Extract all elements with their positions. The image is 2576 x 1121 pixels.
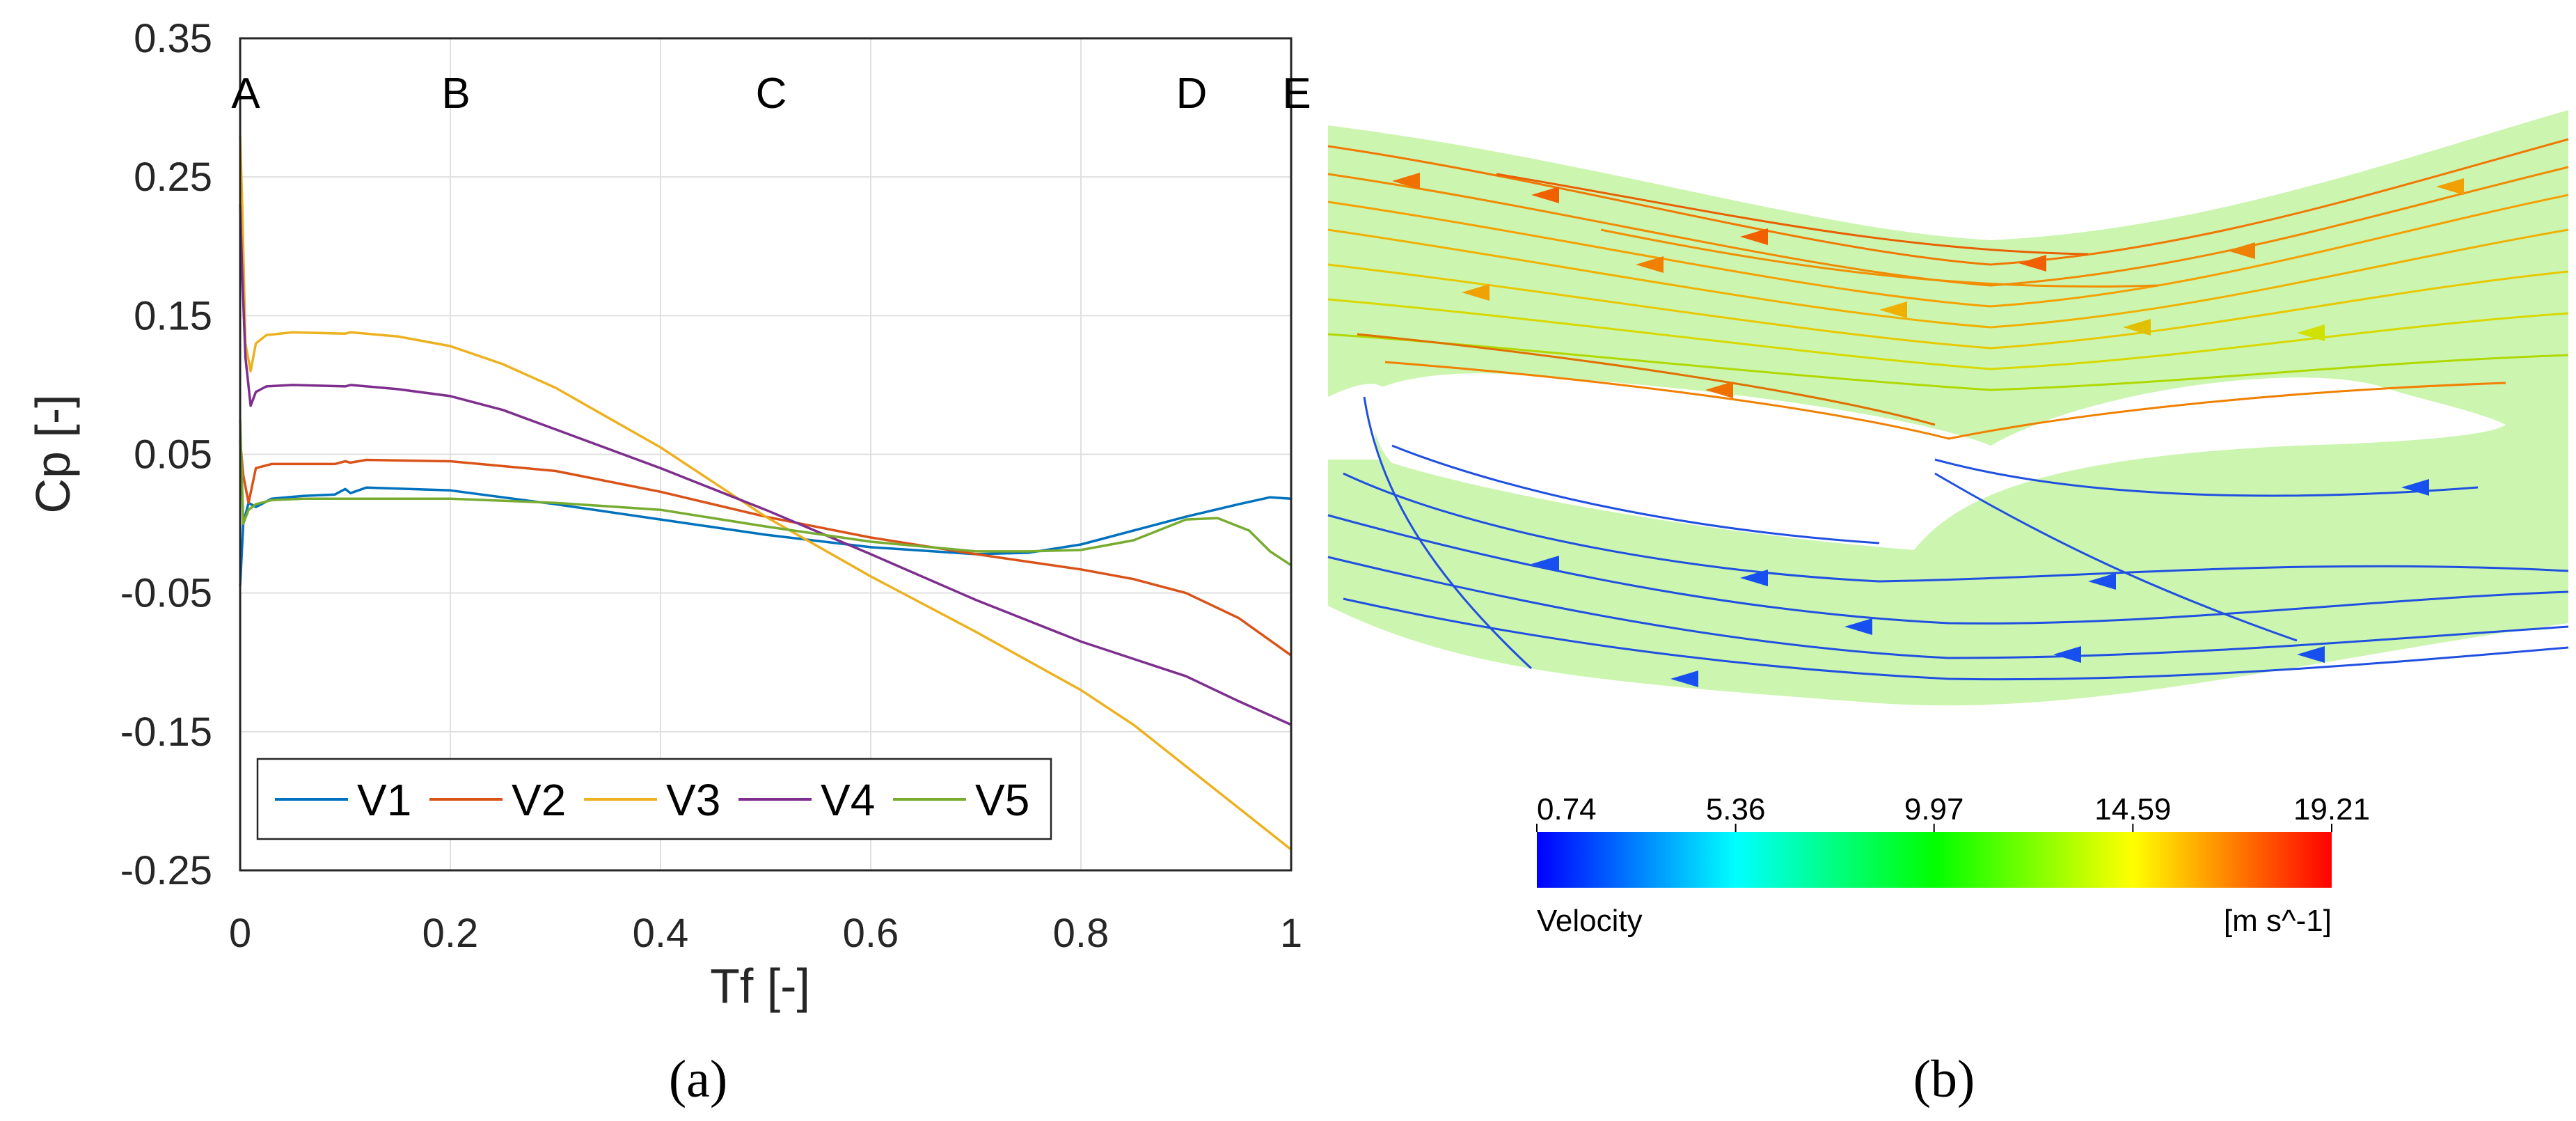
y-tick-label: 0.35 bbox=[134, 16, 212, 61]
x-tick-label: 0.8 bbox=[1053, 911, 1109, 956]
y-tick-label: -0.25 bbox=[120, 848, 212, 893]
x-tick-label: 0.2 bbox=[422, 911, 479, 956]
x-tick-label: 1 bbox=[1280, 911, 1302, 956]
legend-label-v5: V5 bbox=[975, 775, 1029, 825]
series-line-v5 bbox=[239, 419, 1292, 567]
x-tick-label: 0 bbox=[229, 911, 251, 956]
colorbar-tick-label: 9.97 bbox=[1904, 792, 1964, 826]
annotation-c: C bbox=[756, 70, 787, 118]
x-tick-label: 0.6 bbox=[843, 911, 899, 956]
legend-label-v2: V2 bbox=[512, 775, 566, 825]
colorbar-label: Velocity bbox=[1537, 904, 1643, 938]
annotation-d: D bbox=[1176, 70, 1208, 118]
y-tick-label: 0.15 bbox=[134, 293, 212, 338]
annotation-b: B bbox=[441, 70, 470, 118]
colorbar-tick-label: 14.59 bbox=[2094, 792, 2171, 826]
panel-label-a: (a) bbox=[669, 1050, 727, 1108]
y-tick-label: -0.15 bbox=[120, 710, 212, 755]
y-tick-label: 0.25 bbox=[134, 155, 212, 200]
lower-streamlines bbox=[1327, 396, 2569, 681]
x-tick-labels: 0 0.2 0.4 0.6 0.8 1 bbox=[229, 911, 1302, 956]
legend-label-v3: V3 bbox=[666, 775, 720, 825]
legend-label-v1: V1 bbox=[357, 775, 411, 825]
section-annotations: A B C D E bbox=[231, 70, 1311, 118]
velocity-colorbar: 0.74 5.36 9.97 14.59 19.21 Velocity [m s^-1] bbox=[1536, 792, 2370, 938]
flow-arrows bbox=[1392, 173, 2464, 687]
y-tick-label: 0.05 bbox=[134, 432, 212, 478]
leading-gap bbox=[1328, 384, 1385, 460]
series-line-v2 bbox=[239, 440, 1293, 657]
series-line-v4 bbox=[239, 204, 1292, 726]
colorbar-gradient bbox=[1537, 832, 2332, 888]
y-tick-label: -0.05 bbox=[120, 571, 212, 616]
velocity-streamline-field bbox=[1327, 110, 2569, 706]
colorbar-units: [m s^-1] bbox=[2224, 904, 2332, 938]
legend-label-v4: V4 bbox=[821, 775, 875, 825]
y-tick-labels: 0.35 0.25 0.15 0.05 -0.05 -0.15 -0.25 bbox=[120, 16, 212, 893]
series-lines bbox=[239, 135, 1293, 851]
grid-lines bbox=[239, 38, 1292, 871]
colorbar-tick-label: 5.36 bbox=[1706, 792, 1766, 826]
colorbar-tick-label: 19.21 bbox=[2293, 792, 2370, 826]
cp-line-chart: 0.350.250.150.05-0.05-0.15-0.25 0 0.2 0.4 0… bbox=[26, 16, 1311, 1013]
legend: V1 V2 V3 V4 V5 bbox=[256, 758, 1052, 840]
panel-label-b: (b) bbox=[1913, 1050, 1975, 1108]
x-tick-label: 0.4 bbox=[633, 911, 689, 956]
upper-streamlines bbox=[1327, 138, 2569, 440]
colorbar-tick-label: 0.74 bbox=[1537, 792, 1597, 826]
annotation-a: A bbox=[231, 70, 260, 118]
annotation-e: E bbox=[1282, 70, 1311, 118]
series-line-v3 bbox=[239, 135, 1293, 851]
x-axis-label: Tf [-] bbox=[710, 959, 810, 1013]
plot-frame bbox=[239, 37, 1293, 872]
colorbar-ticks: 0.74 5.36 9.97 14.59 19.21 bbox=[1536, 792, 2370, 832]
y-axis-label: Cp [-] bbox=[26, 394, 80, 513]
